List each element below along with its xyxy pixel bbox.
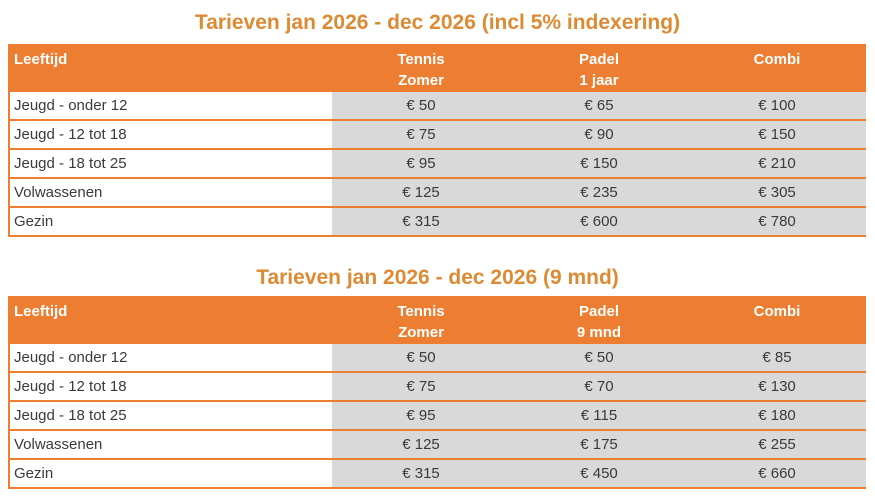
table2-title: Tarieven jan 2026 - dec 2026 (9 mnd) — [256, 266, 619, 289]
table1-header-padel: Padel 1 jaar — [510, 44, 688, 92]
table-cell-tennis: € 95 — [332, 402, 510, 431]
table2-header-combi-line1: Combi — [753, 303, 801, 320]
table1-header-combi-line1: Combi — [753, 51, 801, 68]
table-cell-combi: € 85 — [688, 344, 866, 373]
table1-header-padel-line1: Padel — [578, 51, 620, 68]
table-cell-tennis: € 125 — [332, 431, 510, 460]
table-cell-combi: € 150 — [688, 121, 866, 150]
table-row-label: Jeugd - 18 tot 25 — [10, 150, 332, 179]
table-cell-padel: € 50 — [510, 344, 688, 373]
table-cell-combi: € 180 — [688, 402, 866, 431]
table1-title: Tarieven jan 2026 - dec 2026 (incl 5% in… — [194, 11, 681, 34]
table1-header-tennis: Tennis Zomer — [332, 44, 510, 92]
table-cell-combi: € 255 — [688, 431, 866, 460]
table-cell-padel: € 150 — [510, 150, 688, 179]
table-cell-padel: € 65 — [510, 92, 688, 121]
table-cell-padel: € 235 — [510, 179, 688, 208]
table-cell-tennis: € 50 — [332, 92, 510, 121]
table2-header-leeftijd: Leeftijd — [10, 296, 332, 344]
table-cell-padel: € 115 — [510, 402, 688, 431]
table-row-label: Jeugd - 18 tot 25 — [10, 402, 332, 431]
table-row-label: Volwassenen — [10, 179, 332, 208]
table2-header-tennis-line2: Zomer — [398, 324, 444, 341]
table-cell-combi: € 130 — [688, 373, 866, 402]
table1-header-leeftijd: Leeftijd — [10, 44, 332, 92]
table-cell-combi: € 780 — [688, 208, 866, 237]
table-cell-combi: € 305 — [688, 179, 866, 208]
table-row-label: Jeugd - 12 tot 18 — [10, 121, 332, 150]
tariff-table-9mnd: Leeftijd Tennis Zomer Padel 9 mnd Combi … — [8, 296, 866, 489]
table-cell-tennis: € 315 — [332, 208, 510, 237]
table-row-label: Jeugd - onder 12 — [10, 92, 332, 121]
table-row-label: Gezin — [10, 460, 332, 489]
table2-header-padel: Padel 9 mnd — [510, 296, 688, 344]
table-cell-combi: € 100 — [688, 92, 866, 121]
table-cell-padel: € 90 — [510, 121, 688, 150]
table-row-label: Jeugd - onder 12 — [10, 344, 332, 373]
table1-header-tennis-line2: Zomer — [398, 72, 444, 89]
table-cell-tennis: € 95 — [332, 150, 510, 179]
table-cell-padel: € 450 — [510, 460, 688, 489]
table-cell-tennis: € 125 — [332, 179, 510, 208]
table1-header-tennis-line1: Tennis — [397, 51, 445, 68]
table-row-label: Gezin — [10, 208, 332, 237]
table-cell-padel: € 600 — [510, 208, 688, 237]
table-cell-tennis: € 75 — [332, 121, 510, 150]
table-row-label: Volwassenen — [10, 431, 332, 460]
table2-header-padel-line2: 9 mnd — [576, 324, 622, 341]
table-cell-padel: € 70 — [510, 373, 688, 402]
table2-header-tennis: Tennis Zomer — [332, 296, 510, 344]
table2-header-tennis-line1: Tennis — [397, 303, 445, 320]
table1-header-combi: Combi — [688, 44, 866, 92]
table-cell-padel: € 175 — [510, 431, 688, 460]
table2-header-padel-line1: Padel — [578, 303, 620, 320]
table-cell-tennis: € 50 — [332, 344, 510, 373]
table-cell-combi: € 660 — [688, 460, 866, 489]
table1-header-padel-line2: 1 jaar — [579, 72, 619, 89]
tariff-table-indexed: Leeftijd Tennis Zomer Padel 1 jaar Combi… — [8, 44, 866, 237]
table2-header-combi: Combi — [688, 296, 866, 344]
table-cell-tennis: € 315 — [332, 460, 510, 489]
table-cell-combi: € 210 — [688, 150, 866, 179]
table-cell-tennis: € 75 — [332, 373, 510, 402]
table-row-label: Jeugd - 12 tot 18 — [10, 373, 332, 402]
